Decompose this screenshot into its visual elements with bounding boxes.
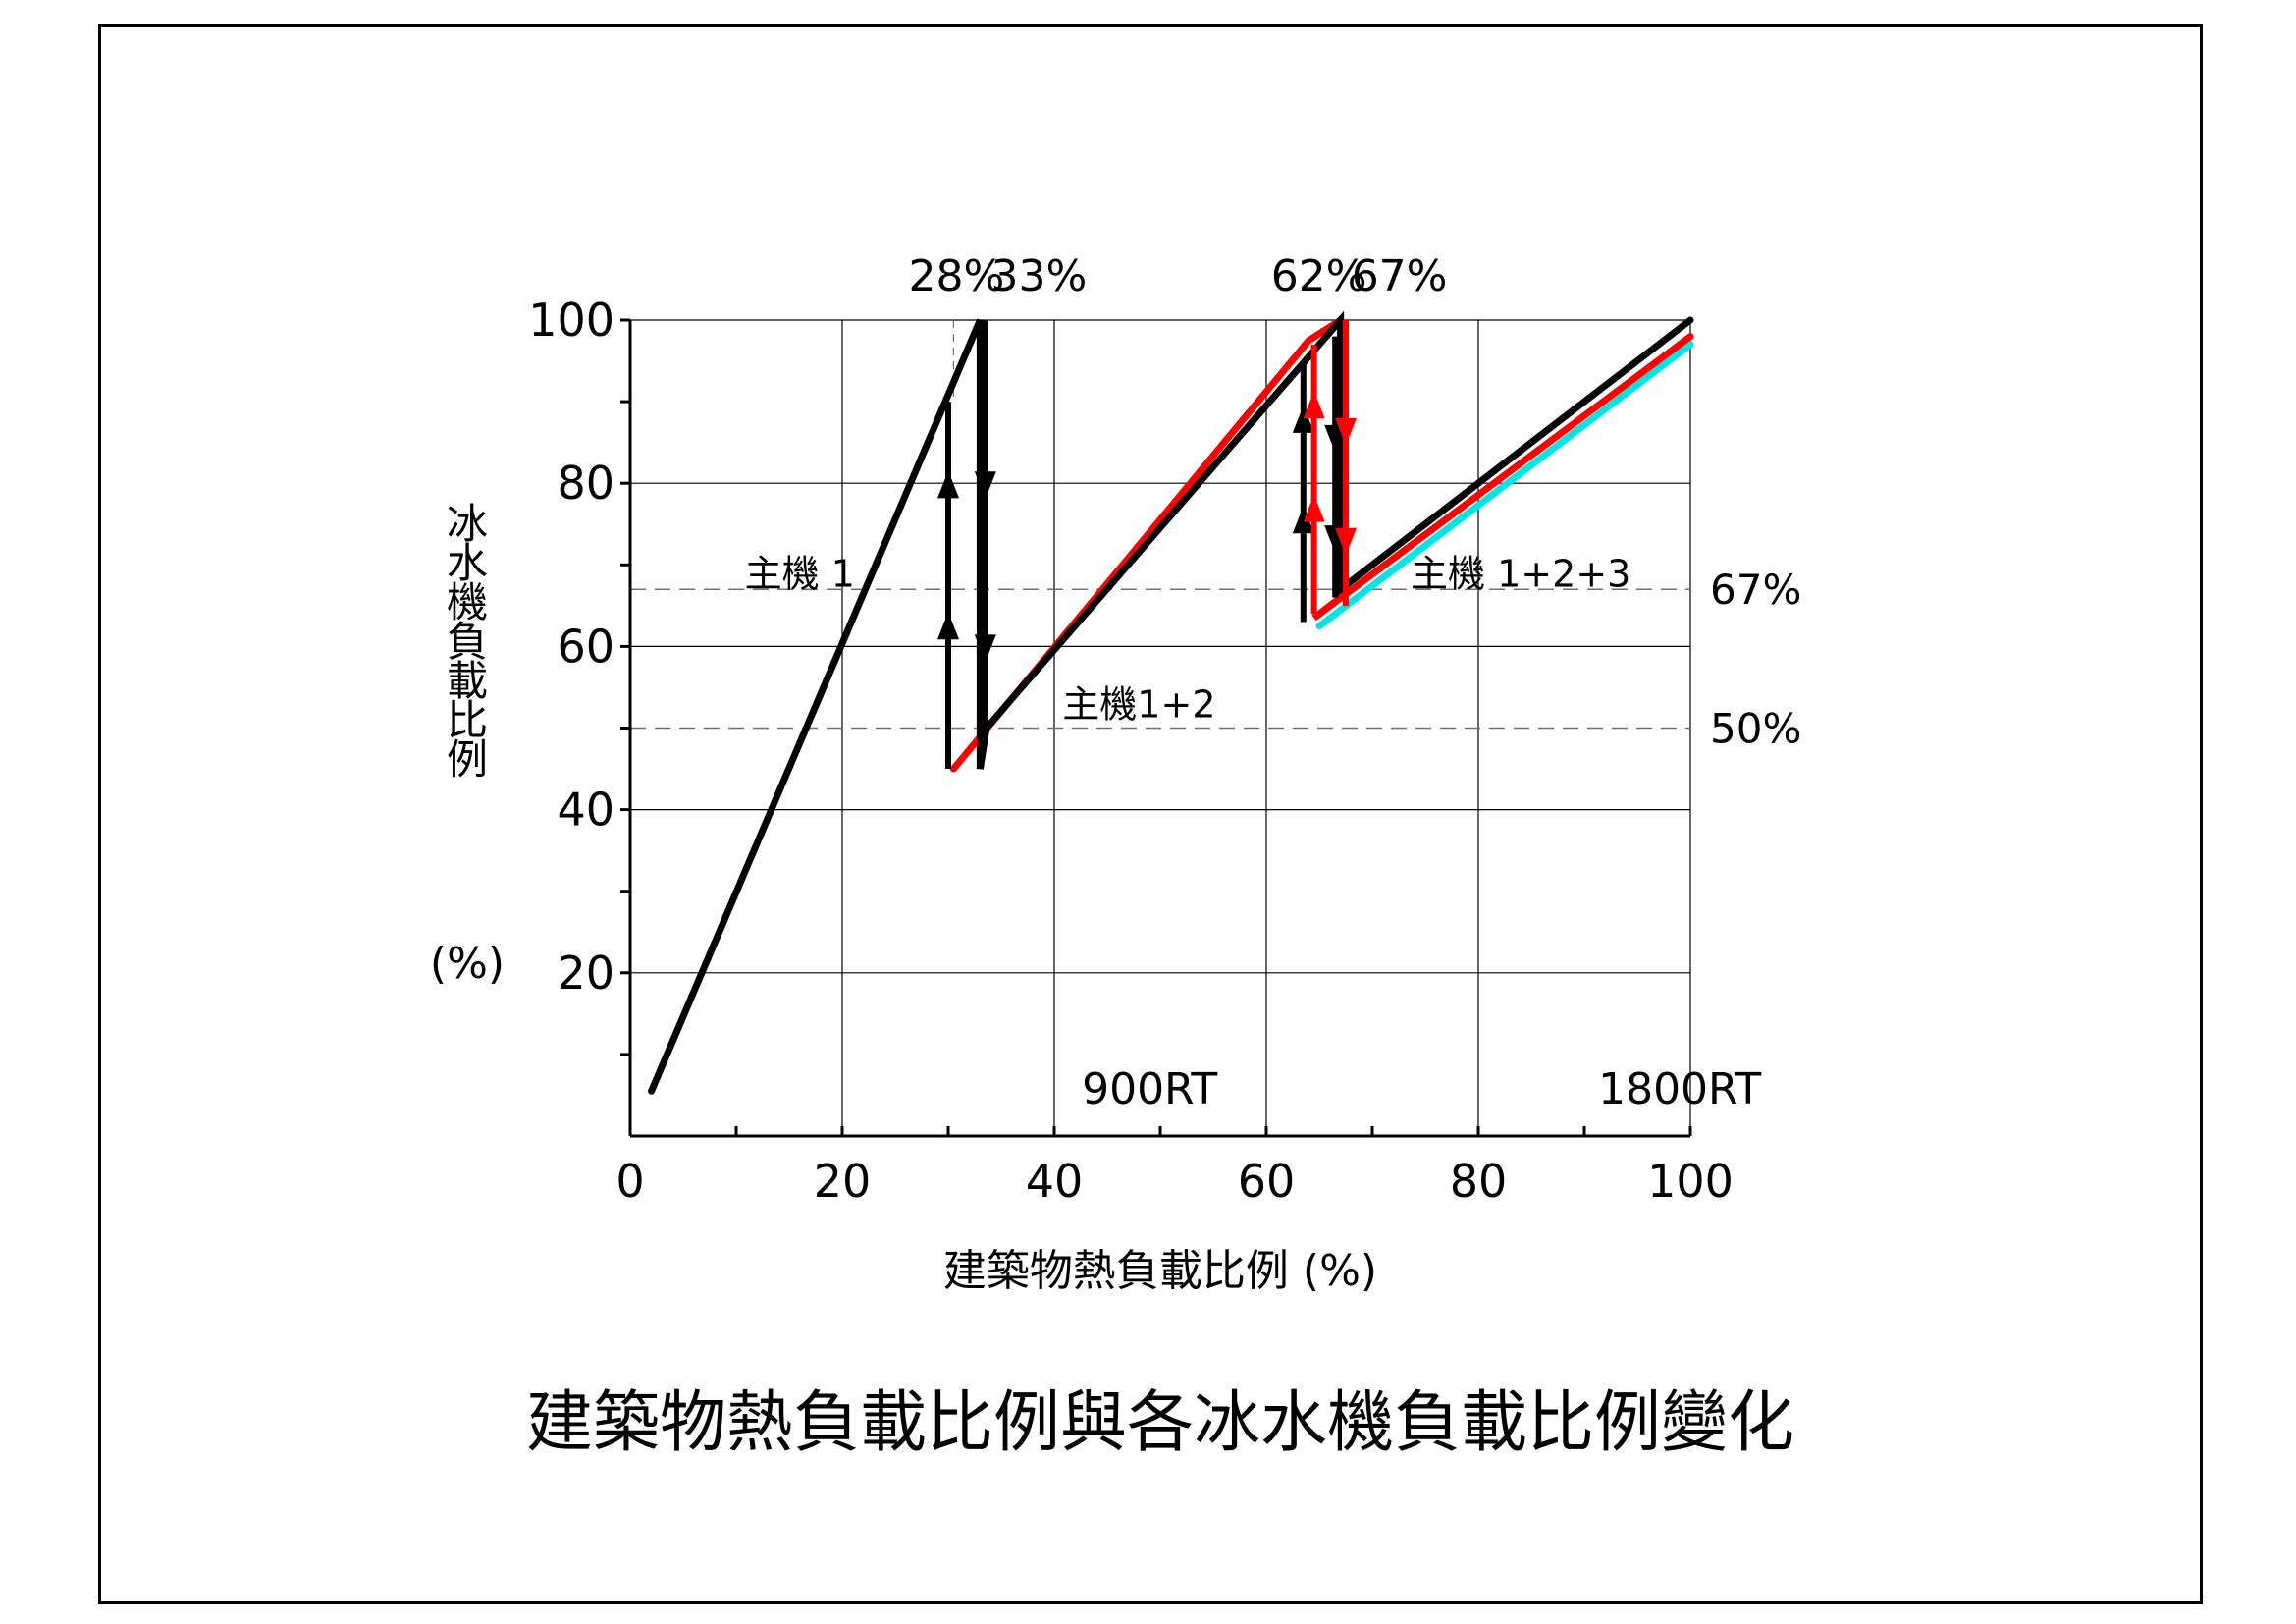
arrow-up-icon <box>1303 494 1325 522</box>
y-axis-title-char: 水 <box>447 539 488 587</box>
y-axis-unit: (%) <box>430 939 505 989</box>
arrow-down-icon <box>974 471 996 500</box>
y-axis-title-char: 負 <box>447 618 488 666</box>
x-axis-title: 建築物熱負載比例 (%) <box>943 1246 1377 1296</box>
x-tick-label: 100 <box>1647 1155 1734 1208</box>
figure-frame <box>98 24 2203 1604</box>
arrow-up-icon <box>1292 405 1314 433</box>
y-tick-label: 40 <box>557 784 614 837</box>
transition-arrows <box>937 320 1357 770</box>
y-axis-title-char: 例 <box>447 735 488 784</box>
annotation-label: 主機 1+2+3 <box>1411 553 1630 596</box>
y-axis-title-char: 載 <box>447 657 488 705</box>
annotation-label: 62% <box>1271 251 1367 301</box>
annotation-label: 28% <box>909 251 1005 301</box>
reference-line-label: 67% <box>1710 566 1801 614</box>
annotation-label: 900RT <box>1082 1064 1217 1114</box>
reference-line-label: 50% <box>1710 705 1801 753</box>
x-tick-label: 0 <box>615 1155 644 1208</box>
y-axis-title-char: 冰 <box>447 500 488 548</box>
y-tick-label: 100 <box>528 294 614 347</box>
annotation-label: 主機 1 <box>745 553 855 596</box>
arrow-down-icon <box>1335 527 1357 556</box>
arrow-up-icon <box>937 470 959 499</box>
x-tick-label: 80 <box>1450 1155 1508 1208</box>
x-tick-label: 20 <box>814 1155 872 1208</box>
y-axis-title-char: 比 <box>447 696 488 744</box>
grid <box>630 319 1691 1136</box>
y-tick-label: 80 <box>557 457 614 510</box>
arrow-up-icon <box>1303 391 1325 419</box>
annotation-label: 主機1+2 <box>1062 683 1215 727</box>
arrow-up-icon <box>937 612 959 640</box>
y-tick-label: 20 <box>557 947 614 1000</box>
x-tick-label: 40 <box>1026 1155 1084 1208</box>
arrow-up-icon <box>1292 506 1314 534</box>
y-axis-title-char: 機 <box>447 578 488 626</box>
annotation-label: 1800RT <box>1598 1064 1761 1114</box>
arrow-down-icon <box>974 634 996 663</box>
figure-caption: 建築物熱負載比例與各冰水機負載比例變化 <box>526 1384 1794 1462</box>
series-line <box>1315 341 1694 630</box>
axes <box>620 318 1692 1138</box>
arrow-down-icon <box>1335 417 1357 446</box>
x-tick-label: 60 <box>1238 1155 1296 1208</box>
annotation-label: 67% <box>1352 251 1448 301</box>
y-tick-label: 60 <box>557 620 614 673</box>
annotation-label: 33% <box>991 251 1088 301</box>
